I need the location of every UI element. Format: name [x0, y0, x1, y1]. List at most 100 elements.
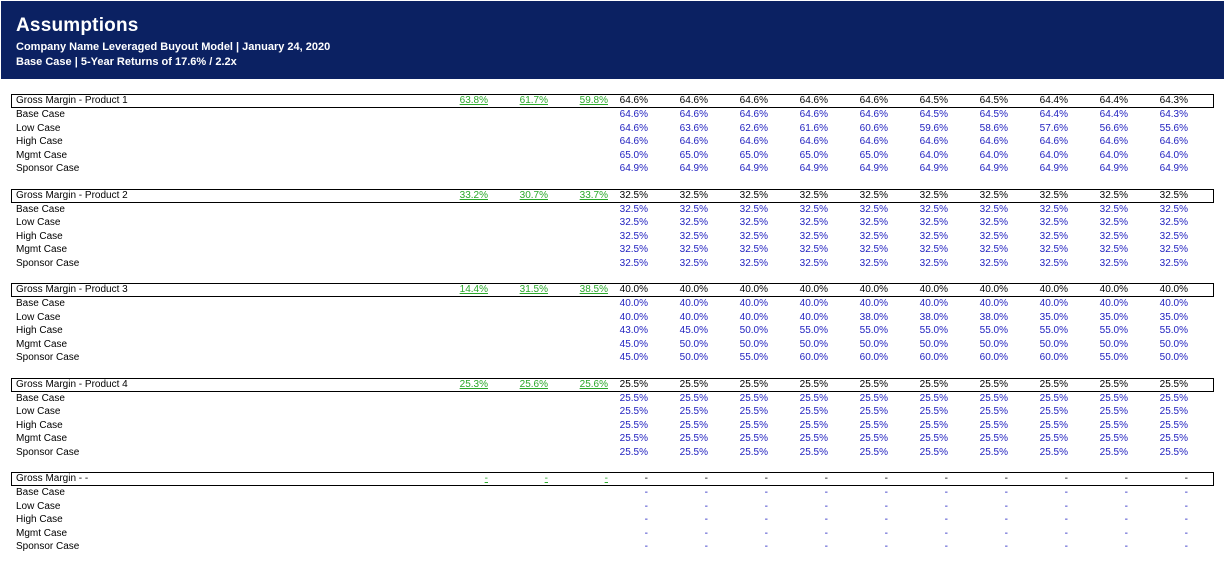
case-input-cell[interactable]: 64.4%: [1039, 109, 1068, 120]
case-input-cell[interactable]: -: [1004, 500, 1008, 512]
case-input-cell[interactable]: 64.6%: [859, 136, 888, 147]
projected-cell[interactable]: 40.0%: [859, 284, 888, 295]
case-input-cell[interactable]: 61.6%: [799, 122, 828, 134]
projected-cell[interactable]: 64.6%: [679, 95, 708, 106]
case-input-cell[interactable]: 25.5%: [859, 392, 888, 404]
case-input-cell[interactable]: -: [884, 527, 888, 539]
projected-cell[interactable]: 40.0%: [679, 284, 708, 295]
case-input-cell[interactable]: -: [704, 514, 708, 525]
case-input-cell[interactable]: -: [944, 487, 948, 498]
case-input-cell[interactable]: 45.0%: [679, 325, 708, 336]
case-input-cell[interactable]: 40.0%: [679, 298, 708, 309]
case-input-cell[interactable]: 25.5%: [1099, 419, 1128, 431]
case-input-cell[interactable]: 64.5%: [919, 109, 948, 120]
case-input-cell[interactable]: -: [824, 514, 828, 525]
projected-cell[interactable]: 32.5%: [979, 189, 1008, 201]
case-input-cell[interactable]: -: [944, 514, 948, 525]
case-input-cell[interactable]: 40.0%: [1099, 298, 1128, 309]
case-input-cell[interactable]: 32.5%: [1159, 257, 1188, 269]
historical-cell[interactable]: 14.4%: [459, 284, 488, 295]
case-input-cell[interactable]: -: [764, 500, 768, 512]
case-input-cell[interactable]: 64.9%: [679, 163, 708, 174]
projected-cell[interactable]: 25.5%: [919, 378, 948, 390]
projected-cell[interactable]: 25.5%: [1159, 378, 1188, 390]
case-input-cell[interactable]: 32.5%: [1099, 217, 1128, 228]
case-input-cell[interactable]: 32.5%: [799, 230, 828, 242]
case-input-cell[interactable]: 32.5%: [919, 257, 948, 269]
case-input-cell[interactable]: 32.5%: [1099, 230, 1128, 242]
case-input-cell[interactable]: 59.6%: [919, 122, 948, 134]
case-input-cell[interactable]: 25.5%: [859, 433, 888, 444]
case-input-cell[interactable]: 32.5%: [679, 203, 708, 215]
case-input-cell[interactable]: 32.5%: [979, 257, 1008, 269]
case-input-cell[interactable]: 50.0%: [859, 338, 888, 350]
case-input-cell[interactable]: 25.5%: [979, 406, 1008, 417]
case-input-cell[interactable]: 50.0%: [1159, 338, 1188, 350]
case-input-cell[interactable]: 32.5%: [1099, 244, 1128, 255]
projected-cell[interactable]: 25.5%: [739, 378, 768, 390]
case-input-cell[interactable]: 32.5%: [979, 203, 1008, 215]
case-input-cell[interactable]: -: [884, 500, 888, 512]
case-input-cell[interactable]: 25.5%: [859, 406, 888, 417]
case-input-cell[interactable]: 32.5%: [1039, 203, 1068, 215]
case-input-cell[interactable]: -: [764, 541, 768, 552]
projected-cell[interactable]: 40.0%: [739, 284, 768, 295]
projected-cell[interactable]: -: [824, 473, 828, 484]
case-input-cell[interactable]: 32.5%: [1159, 230, 1188, 242]
case-input-cell[interactable]: -: [1124, 527, 1128, 539]
case-input-cell[interactable]: 32.5%: [799, 217, 828, 228]
case-input-cell[interactable]: 32.5%: [799, 244, 828, 255]
case-input-cell[interactable]: 64.6%: [1099, 136, 1128, 147]
projected-cell[interactable]: 40.0%: [799, 284, 828, 295]
case-input-cell[interactable]: 60.0%: [859, 352, 888, 363]
case-input-cell[interactable]: 25.5%: [979, 392, 1008, 404]
case-input-cell[interactable]: 64.9%: [919, 163, 948, 174]
projected-cell[interactable]: 25.5%: [1099, 378, 1128, 390]
case-input-cell[interactable]: 65.0%: [859, 149, 888, 161]
projected-cell[interactable]: -: [884, 473, 888, 484]
case-input-cell[interactable]: 57.6%: [1039, 122, 1068, 134]
case-input-cell[interactable]: 65.0%: [679, 149, 708, 161]
case-input-cell[interactable]: 64.0%: [1159, 149, 1188, 161]
case-input-cell[interactable]: 25.5%: [919, 392, 948, 404]
case-input-cell[interactable]: 40.0%: [679, 311, 708, 323]
projected-cell[interactable]: 25.5%: [859, 378, 888, 390]
case-input-cell[interactable]: -: [1064, 527, 1068, 539]
case-input-cell[interactable]: 32.5%: [919, 203, 948, 215]
projected-cell[interactable]: 25.5%: [1039, 378, 1068, 390]
case-input-cell[interactable]: 56.6%: [1099, 122, 1128, 134]
case-input-cell[interactable]: 25.5%: [619, 446, 648, 458]
case-input-cell[interactable]: 55.0%: [919, 325, 948, 336]
case-input-cell[interactable]: 50.0%: [739, 338, 768, 350]
case-input-cell[interactable]: 65.0%: [619, 149, 648, 161]
case-input-cell[interactable]: -: [704, 541, 708, 552]
case-input-cell[interactable]: -: [764, 527, 768, 539]
case-input-cell[interactable]: 64.9%: [739, 163, 768, 174]
case-input-cell[interactable]: -: [764, 487, 768, 498]
case-input-cell[interactable]: 25.5%: [979, 419, 1008, 431]
case-input-cell[interactable]: 25.5%: [919, 419, 948, 431]
projected-cell[interactable]: 64.3%: [1159, 95, 1188, 106]
case-input-cell[interactable]: 64.0%: [1099, 149, 1128, 161]
case-input-cell[interactable]: 25.5%: [1159, 446, 1188, 458]
projected-cell[interactable]: 64.4%: [1099, 95, 1128, 106]
case-input-cell[interactable]: 55.0%: [979, 325, 1008, 336]
case-input-cell[interactable]: 32.5%: [979, 244, 1008, 255]
projected-cell[interactable]: 40.0%: [1099, 284, 1128, 295]
case-input-cell[interactable]: -: [644, 500, 648, 512]
case-input-cell[interactable]: 25.5%: [799, 446, 828, 458]
projected-cell[interactable]: 25.5%: [679, 378, 708, 390]
case-input-cell[interactable]: 64.9%: [1039, 163, 1068, 174]
historical-cell[interactable]: 31.5%: [519, 284, 548, 295]
case-input-cell[interactable]: 58.6%: [979, 122, 1008, 134]
case-input-cell[interactable]: 38.0%: [859, 311, 888, 323]
case-input-cell[interactable]: 25.5%: [1159, 392, 1188, 404]
case-input-cell[interactable]: 55.0%: [1039, 325, 1068, 336]
case-input-cell[interactable]: 50.0%: [679, 338, 708, 350]
projected-cell[interactable]: 64.6%: [859, 95, 888, 106]
projected-cell[interactable]: 40.0%: [979, 284, 1008, 295]
projected-cell[interactable]: -: [1124, 473, 1128, 484]
case-input-cell[interactable]: 40.0%: [739, 311, 768, 323]
case-input-cell[interactable]: 40.0%: [619, 311, 648, 323]
case-input-cell[interactable]: 40.0%: [919, 298, 948, 309]
